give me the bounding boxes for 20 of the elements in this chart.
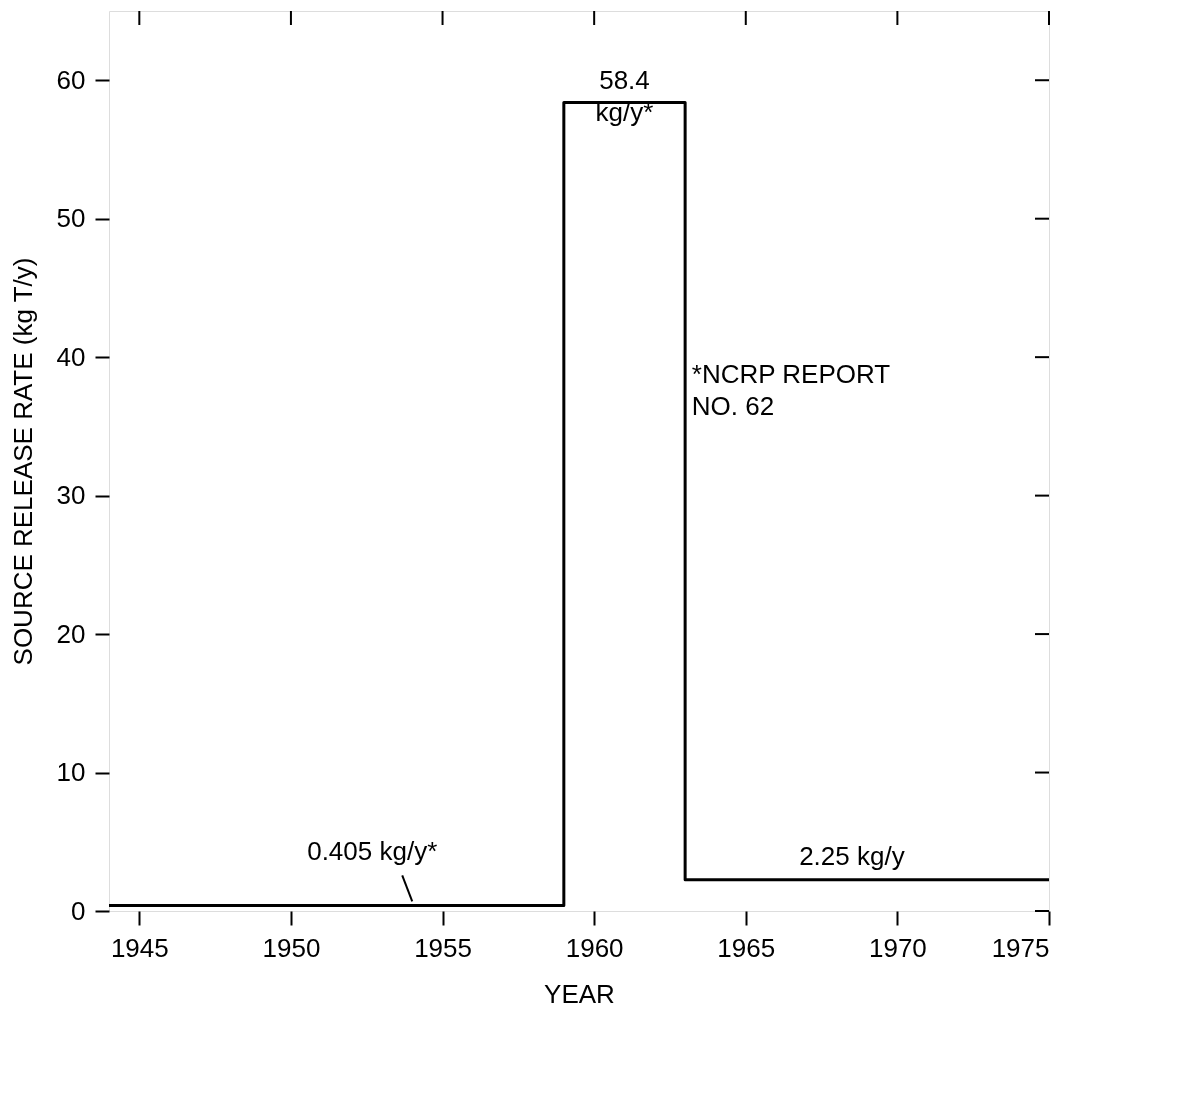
annotation: *NCRP REPORT NO. 62	[691, 359, 891, 421]
x-tick-label: 1975	[991, 932, 1050, 963]
x-axis-title: YEAR	[544, 978, 615, 1009]
x-tick-label: 1955	[414, 932, 472, 963]
y-tick-label: 60	[56, 64, 86, 95]
y-tick-label: 0	[71, 895, 86, 926]
y-tick-label: 10	[56, 757, 86, 788]
y-tick-label: 30	[56, 480, 86, 511]
y-axis-title: SOURCE RELEASE RATE (kg T/y)	[7, 257, 38, 666]
annotation: 58.4 kg/y*	[595, 65, 654, 128]
annotation: 0.405 kg/y*	[307, 836, 438, 867]
x-tick-label: 1950	[262, 932, 321, 963]
y-tick-label: 40	[56, 341, 86, 372]
x-tick-label: 1945	[110, 932, 169, 963]
y-tick-label: 20	[56, 618, 86, 649]
x-tick-label: 1965	[717, 932, 776, 963]
x-tick-label: 1970	[868, 932, 927, 963]
annotation: 2.25 kg/y	[799, 840, 905, 871]
x-tick-label: 1960	[565, 932, 624, 963]
y-tick-label: 50	[56, 203, 86, 234]
